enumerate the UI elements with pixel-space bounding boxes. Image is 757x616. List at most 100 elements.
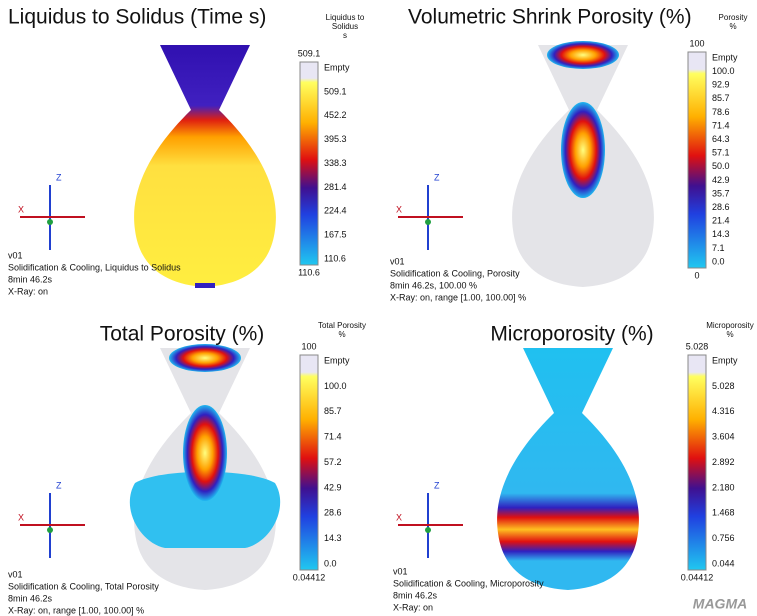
legend-label: 2.180 (712, 482, 735, 492)
legend-label: 3.604 (712, 432, 735, 442)
legend-label: 71.4 (324, 432, 342, 442)
casting (134, 45, 276, 287)
info-line: v01 (8, 250, 23, 260)
porosity-zone (169, 344, 241, 372)
legend-label: 85.7 (324, 406, 342, 416)
legend-label: 1.468 (712, 508, 735, 518)
legend-label: 452.2 (324, 110, 347, 120)
panel-title: Liquidus to Solidus (Time s) (8, 6, 266, 29)
legend-label: 509.1 (324, 86, 347, 96)
panel-title: Microporosity (%) (490, 323, 653, 346)
info-line: Solidification & Cooling, Total Porosity (8, 581, 159, 591)
legend-title: Solidus (332, 22, 358, 31)
color-bar (299, 61, 319, 266)
casting (497, 348, 639, 590)
legend-label: 2.892 (712, 457, 735, 467)
legend-label: 7.1 (712, 243, 725, 253)
legend-bottom: 0.04412 (681, 572, 714, 582)
legend-label: 78.6 (712, 107, 730, 117)
legend-label: 85.7 (712, 93, 730, 103)
axis-label: Z (56, 172, 62, 182)
legend-title: % (729, 22, 736, 31)
legend-top: 509.1 (298, 48, 321, 58)
legend-label: 395.3 (324, 134, 347, 144)
panel-title: Volumetric Shrink Porosity (%) (408, 6, 692, 29)
legend-label: 167.5 (324, 230, 347, 240)
legend-label: 0.044 (712, 558, 735, 568)
legend-label: 28.6 (712, 202, 730, 212)
legend-label: 100.0 (324, 381, 347, 391)
legend-label: 224.4 (324, 206, 347, 216)
legend-label: 21.4 (712, 216, 730, 226)
legend-title: % (338, 330, 345, 339)
info-line: X-Ray: on, range [1.00, 100.00] % (390, 292, 526, 302)
info-line: 8min 46.2s, 100.00 % (390, 280, 477, 290)
axis-origin (47, 219, 53, 225)
legend-title: s (343, 31, 347, 40)
legend-bottom: 0.04412 (293, 572, 326, 582)
legend-label: Empty (324, 62, 350, 72)
panel: Microporosity (%) Microporosity% 5.028 0.04… (393, 321, 754, 612)
legend-label: 57.2 (324, 457, 342, 467)
color-bar (687, 354, 707, 571)
color-bar (687, 51, 707, 269)
legend-label: 4.316 (712, 406, 735, 416)
panel-title: Total Porosity (%) (100, 323, 265, 346)
info-line: 8min 46.2s (8, 274, 53, 284)
legend-label: 0.0 (324, 558, 337, 568)
axis-label: Z (434, 172, 440, 182)
logo: MAGMA (693, 596, 747, 612)
axis-origin (425, 527, 431, 533)
info-line: X-Ray: on (393, 602, 433, 612)
axis-origin (47, 527, 53, 533)
panel: Total Porosity (%) Total Porosity%1000.04… (8, 321, 366, 615)
porosity-zone (561, 102, 605, 198)
info-line: v01 (390, 256, 405, 266)
info-line: 8min 46.2s (8, 593, 53, 603)
color-bar (299, 354, 319, 571)
panel: Volumetric Shrink Porosity (%) Porosity% 1… (390, 6, 747, 303)
legend-label: 64.3 (712, 134, 730, 144)
legend-top: 100 (301, 341, 316, 351)
axis-label: X (396, 512, 402, 522)
porosity-zone (183, 405, 227, 501)
legend-label: 42.9 (712, 175, 730, 185)
axis-label: X (396, 204, 402, 214)
legend-label: 57.1 (712, 148, 730, 158)
info-line: Solidification & Cooling, Porosity (390, 268, 520, 278)
casting-foot (195, 283, 215, 288)
legend-label: 110.6 (324, 253, 346, 263)
info-line: 8min 46.2s (393, 590, 438, 600)
info-line: X-Ray: on (8, 286, 48, 296)
axis-label: Z (56, 480, 62, 490)
legend-top: 5.028 (686, 341, 709, 351)
legend-label: 14.3 (324, 533, 342, 543)
legend-label: 35.7 (712, 188, 730, 198)
axis-label: X (18, 512, 24, 522)
axis-origin (425, 219, 431, 225)
legend-bottom: 110.6 (298, 267, 320, 277)
axis-label: X (18, 204, 24, 214)
porosity-zone (547, 41, 619, 69)
legend-label: 50.0 (712, 161, 730, 171)
info-line: Solidification & Cooling, Microporosity (393, 578, 544, 588)
legend-label: 28.6 (324, 508, 342, 518)
legend-label: 281.4 (324, 182, 347, 192)
panel: Liquidus to Solidus (Time s) Liquidus toS… (8, 6, 365, 297)
legend-title: Porosity (719, 13, 748, 22)
porosity-zone (129, 471, 281, 548)
info-line: X-Ray: on, range [1.00, 100.00] % (8, 605, 144, 615)
legend-title: Microporosity (706, 321, 754, 330)
legend-label: 5.028 (712, 381, 735, 391)
legend-label: Empty (712, 52, 738, 62)
legend-bottom: 0 (694, 270, 699, 280)
legend-title: % (726, 330, 733, 339)
legend-label: Empty (324, 355, 350, 365)
legend-label: 42.9 (324, 482, 342, 492)
legend-title: Liquidus to (326, 13, 365, 22)
axis-label: Z (434, 480, 440, 490)
legend-label: 71.4 (712, 120, 730, 130)
info-line: Solidification & Cooling, Liquidus to So… (8, 262, 181, 272)
info-line: v01 (8, 569, 23, 579)
legend-title: Total Porosity (318, 321, 366, 330)
